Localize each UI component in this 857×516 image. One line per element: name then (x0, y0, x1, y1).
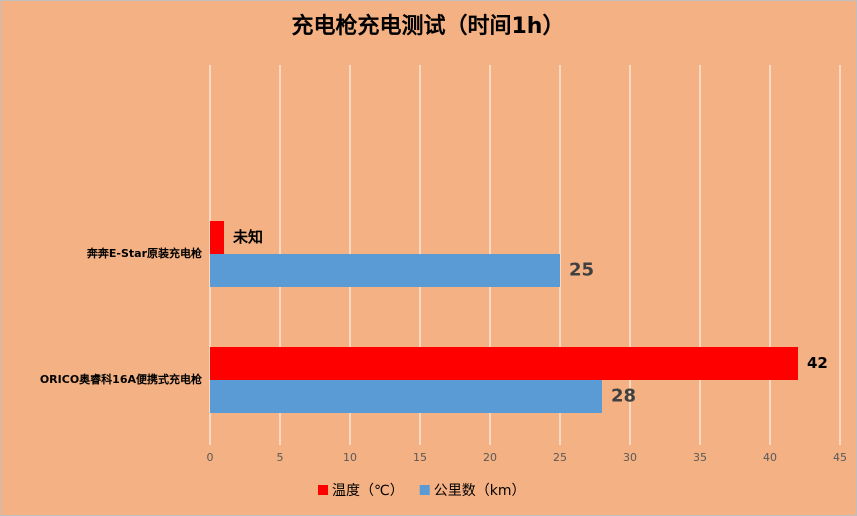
x-tick-label: 15 (413, 451, 427, 464)
x-tick-label: 10 (343, 451, 357, 464)
x-tick-label: 25 (553, 451, 567, 464)
data-label: 25 (569, 260, 594, 281)
x-tick-label: 45 (833, 451, 847, 464)
bar (210, 254, 560, 287)
x-tick-label: 0 (207, 451, 214, 464)
data-label: 未知 (232, 228, 263, 246)
x-tick-label: 5 (277, 451, 284, 464)
data-label: 42 (807, 354, 828, 372)
x-tick-label: 20 (483, 451, 497, 464)
x-tick-label: 30 (623, 451, 637, 464)
chart-title: 充电枪充电测试（时间1h） (292, 13, 565, 39)
data-label: 28 (611, 386, 636, 407)
x-tick-label: 40 (763, 451, 777, 464)
legend-swatch (419, 485, 430, 495)
bar (210, 221, 224, 254)
legend-swatch (318, 485, 328, 495)
y-tick-label: 奔奔E-Star原装充电枪 (86, 246, 202, 260)
bar (210, 380, 602, 413)
x-tick-label: 35 (693, 451, 707, 464)
legend-label: 温度（℃） (332, 483, 404, 499)
bar (210, 347, 798, 380)
legend-label: 公里数（km） (434, 483, 526, 499)
y-tick-label: ORICO奥睿科16A便携式充电枪 (40, 372, 202, 386)
